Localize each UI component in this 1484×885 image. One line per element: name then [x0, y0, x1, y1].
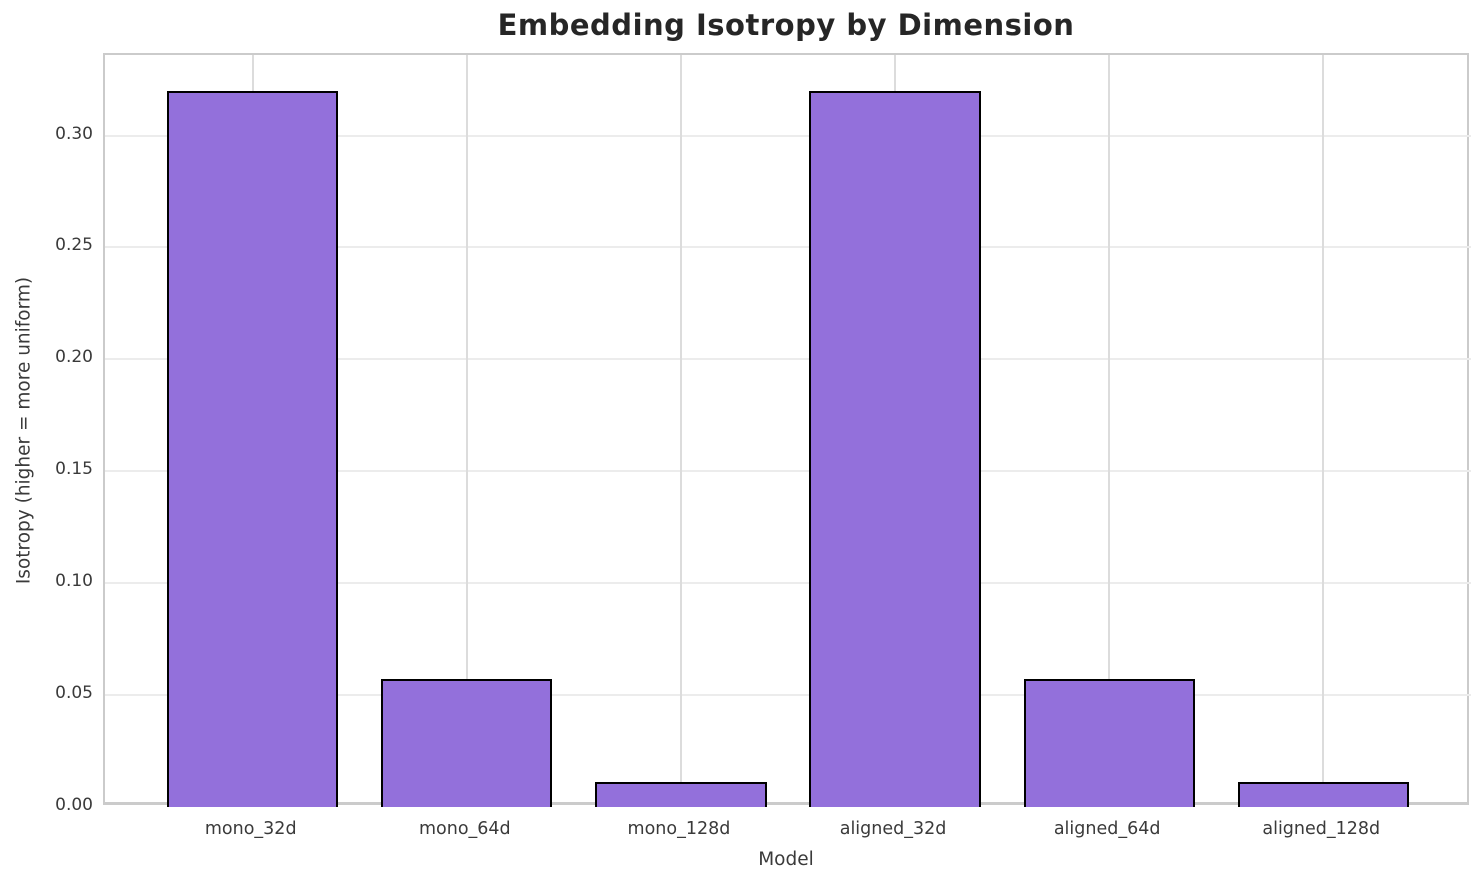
gridline-horizontal — [105, 470, 1471, 473]
x-tick-label: mono_128d — [627, 819, 731, 839]
gridline-horizontal — [105, 246, 1471, 249]
gridline-vertical — [1322, 55, 1325, 807]
bar-mono_64d — [381, 679, 553, 807]
gridline-vertical — [679, 55, 682, 807]
y-tick-label: 0.15 — [55, 459, 93, 480]
x-tick-label: mono_64d — [418, 819, 511, 839]
bar-mono_32d — [167, 90, 339, 807]
gridline-horizontal — [105, 582, 1471, 585]
x-tick-label: aligned_128d — [1262, 819, 1381, 839]
y-tick-label: 0.05 — [55, 683, 93, 704]
x-tick-label: aligned_64d — [1053, 819, 1161, 839]
gridline-vertical — [1108, 55, 1111, 807]
y-tick-label: 0.00 — [55, 795, 93, 815]
gridline-vertical — [465, 55, 468, 807]
plot-area — [103, 53, 1471, 807]
gridline-horizontal — [105, 134, 1471, 137]
y-tick-label: 0.20 — [55, 347, 93, 368]
y-tick-label: 0.30 — [55, 123, 93, 144]
y-axis-label: Isotropy (higher = more uniform) — [13, 276, 35, 585]
gridline-horizontal — [105, 358, 1471, 361]
x-tick-label: aligned_32d — [839, 819, 947, 839]
bar-aligned_64d — [1023, 679, 1195, 807]
bar-aligned_32d — [809, 90, 981, 807]
bar-aligned_128d — [1237, 782, 1409, 807]
chart-title: Embedding Isotropy by Dimension — [497, 8, 1075, 42]
gridline-horizontal — [105, 694, 1471, 697]
y-tick-label: 0.10 — [55, 571, 93, 592]
x-tick-label: mono_32d — [204, 819, 297, 839]
bar-mono_128d — [595, 782, 767, 807]
y-tick-label: 0.25 — [55, 235, 93, 256]
x-axis-label: Model — [758, 849, 814, 870]
